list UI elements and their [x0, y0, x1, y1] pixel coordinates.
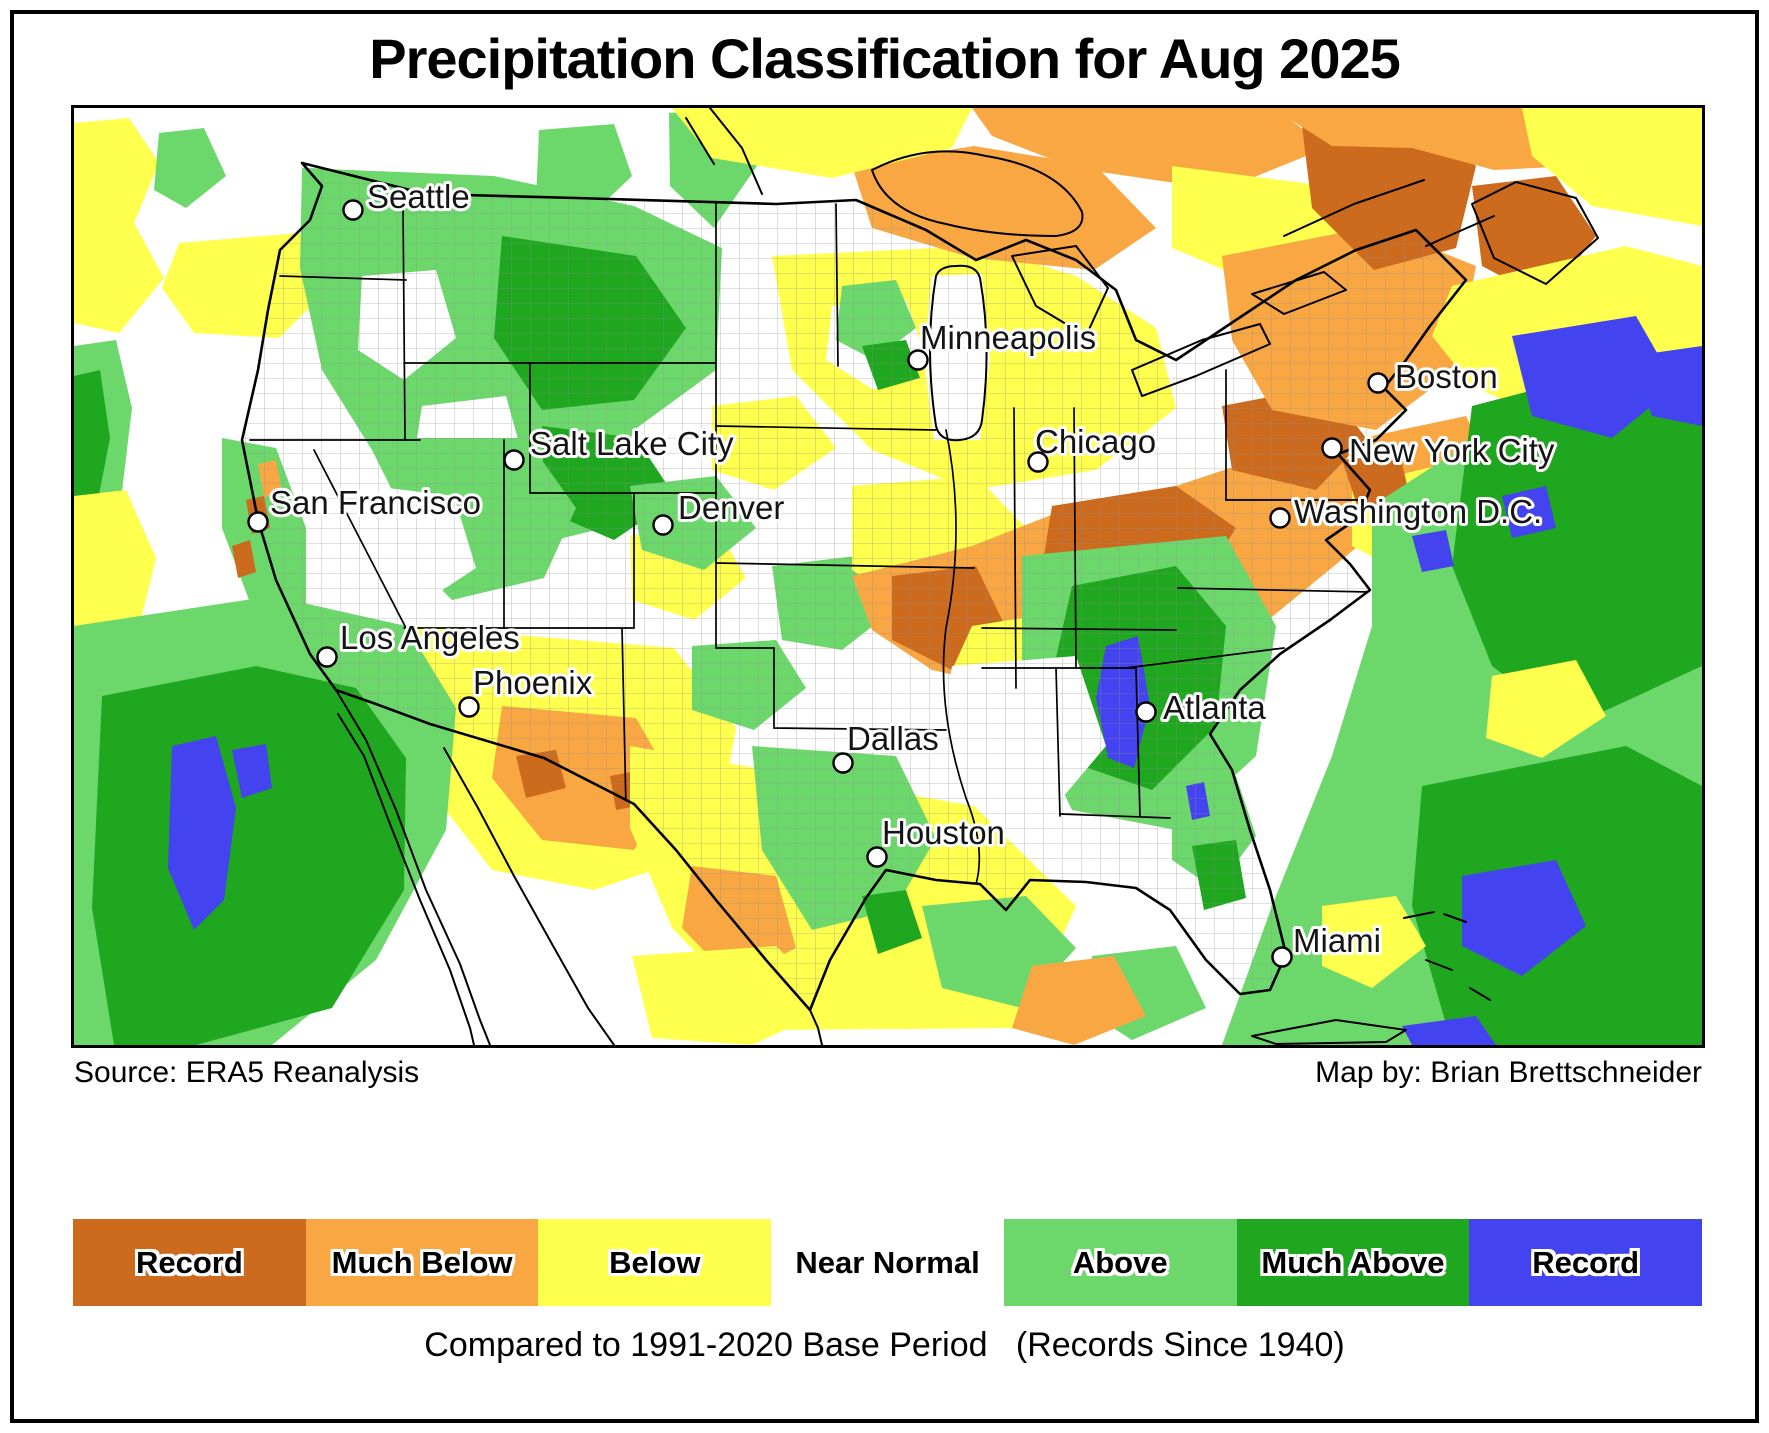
city-marker-denver — [652, 514, 674, 536]
legend-item-above: Above — [1003, 1219, 1237, 1306]
city-marker-new-york-city — [1321, 437, 1343, 459]
page-title: Precipitation Classification for Aug 202… — [369, 27, 1401, 90]
state-borders — [249, 203, 1373, 885]
map-svg: Seattle San Francisco Los Angeles Phoenix Sa… — [74, 108, 1702, 1045]
city-label-denver: Denver — [678, 489, 784, 526]
legend-item-record-dry: Record — [73, 1219, 306, 1306]
coastlines — [240, 108, 1599, 1045]
city-label-dallas: Dallas — [847, 720, 939, 757]
legend-item-near-normal: Near Normal — [771, 1219, 1004, 1306]
legend-label: Near Normal — [795, 1244, 980, 1280]
city-label-seattle: Seattle — [367, 178, 470, 215]
city-label-boston: Boston — [1395, 358, 1498, 395]
city-marker-chicago — [1027, 451, 1049, 473]
credit-text: Map by: Brian Brettschneider — [1315, 1056, 1702, 1089]
city-marker-salt-lake-city — [503, 449, 525, 471]
city-marker-san-francisco — [247, 511, 269, 533]
legend-item-below: Below — [538, 1219, 772, 1306]
city-marker-washington-d-c — [1269, 507, 1291, 529]
legend-item-much-above: Much Above — [1236, 1219, 1470, 1306]
city-label-phoenix: Phoenix — [473, 664, 593, 701]
legend-item-much-below: Much Below — [305, 1219, 539, 1306]
city-label-los-angeles: Los Angeles — [340, 619, 520, 656]
city-label-san-francisco: San Francisco — [270, 484, 481, 521]
city-label-atlanta: Atlanta — [1163, 689, 1266, 726]
city-label-miami: Miami — [1293, 922, 1381, 959]
city-marker-los-angeles — [316, 646, 338, 668]
legend-label: Record — [135, 1244, 243, 1280]
legend: Record Much Below Below Near Normal Above Muc… — [73, 1219, 1703, 1306]
city-marker-atlanta — [1135, 701, 1157, 723]
city-markers: Seattle San Francisco Los Angeles Phoenix Sa… — [247, 175, 1558, 968]
city-marker-minneapolis — [907, 349, 929, 371]
legend-item-record-wet: Record — [1469, 1219, 1703, 1306]
outer-border — [10, 10, 1759, 1423]
city-label-chicago: Chicago — [1035, 423, 1156, 460]
city-label-washington-d-c: Washington D.C. — [1294, 493, 1542, 530]
source-text: Source: ERA5 Reanalysis — [74, 1056, 420, 1089]
legend-label: Below — [609, 1244, 701, 1280]
city-marker-seattle — [342, 199, 364, 221]
city-label-houston: Houston — [882, 814, 1005, 851]
city-marker-boston — [1367, 372, 1389, 394]
city-marker-phoenix — [458, 696, 480, 718]
legend-label: Record — [1532, 1244, 1640, 1280]
city-label-minneapolis: Minneapolis — [920, 319, 1096, 356]
legend-label: Above — [1072, 1244, 1168, 1280]
city-marker-dallas — [832, 752, 854, 774]
legend-label: Much Above — [1261, 1244, 1445, 1280]
legend-label: Much Below — [331, 1244, 513, 1280]
city-label-new-york-city: New York City — [1349, 432, 1555, 469]
caption-text: Compared to 1991-2020 Base Period (Recor… — [424, 1326, 1345, 1364]
city-marker-miami — [1271, 946, 1293, 968]
precipitation-map: Seattle San Francisco Los Angeles Phoenix Sa… — [71, 105, 1705, 1048]
city-label-salt-lake-city: Salt Lake City — [530, 425, 734, 462]
city-marker-houston — [866, 846, 888, 868]
